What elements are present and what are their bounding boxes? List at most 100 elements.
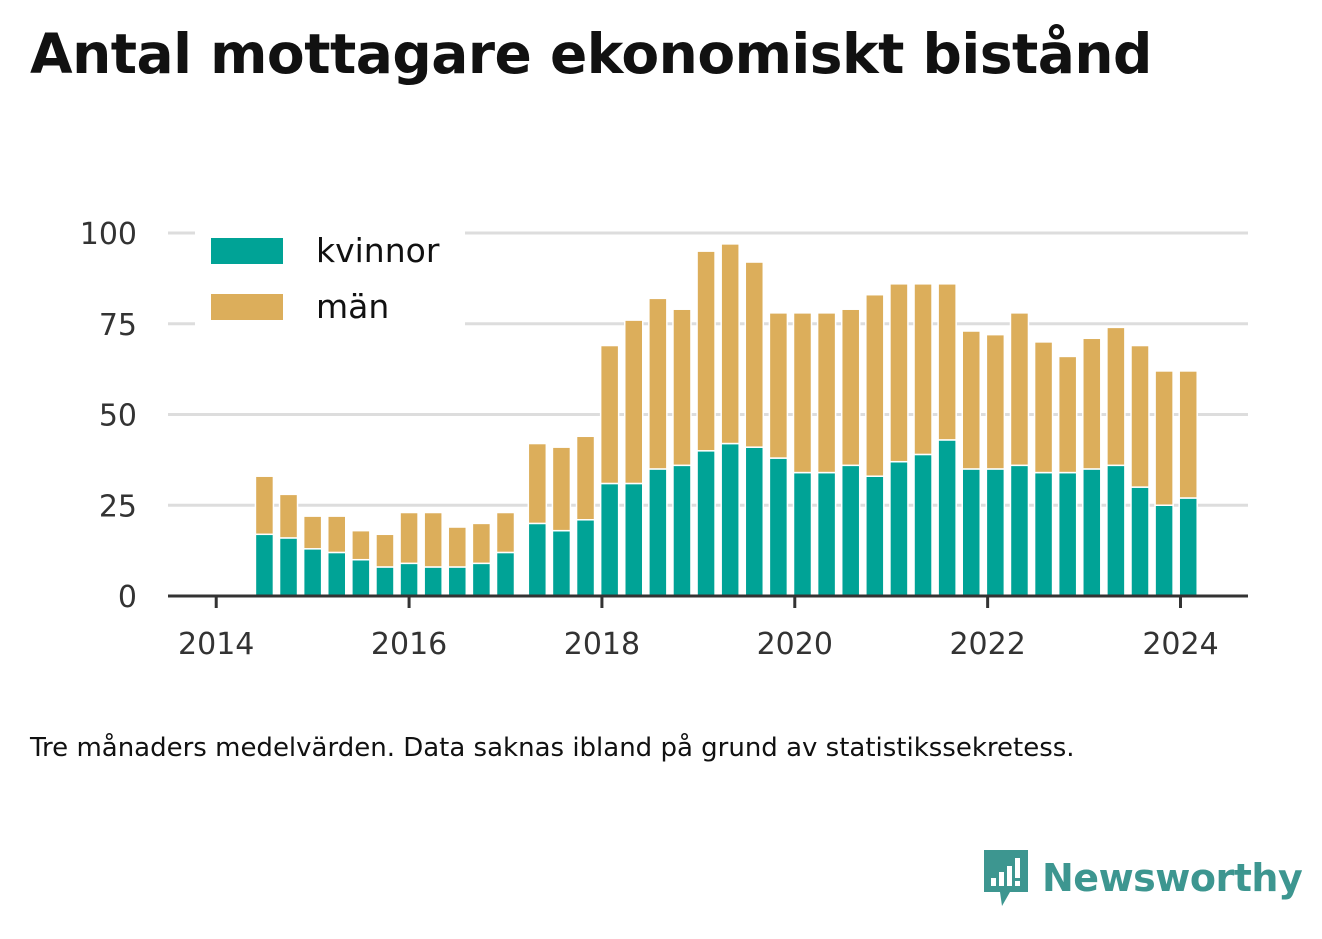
bar-kvinnor — [471, 562, 492, 597]
bar-man — [278, 493, 299, 539]
bar-kvinnor — [1009, 464, 1030, 597]
bars — [254, 243, 1198, 597]
bar-kvinnor — [1033, 471, 1054, 597]
bar-kvinnor — [792, 471, 813, 597]
bar-kvinnor — [744, 446, 765, 597]
y-tick-label: 0 — [118, 580, 137, 615]
bar-man — [792, 312, 813, 474]
legend-label-man: män — [316, 287, 389, 326]
bar-man — [1130, 344, 1150, 488]
bar-man — [865, 293, 885, 477]
bar-man — [327, 515, 347, 554]
bar-man — [399, 511, 419, 565]
bar-man — [1154, 370, 1174, 506]
bar-man — [1009, 312, 1030, 467]
axes: 0 25 50 75 100 2014 2016 2018 2020 2022 2024 — [80, 217, 1248, 662]
bar-man — [816, 312, 837, 474]
bar-kvinnor — [1154, 504, 1174, 597]
bar-man — [1178, 370, 1198, 499]
bar-man — [913, 283, 933, 456]
bar-kvinnor — [495, 551, 516, 597]
bar-kvinnor — [399, 562, 419, 597]
bar-kvinnor — [961, 468, 981, 597]
legend: kvinnor män — [195, 224, 465, 328]
bar-kvinnor — [351, 558, 371, 597]
bar-kvinnor — [720, 442, 740, 597]
bar-man — [1106, 326, 1126, 467]
bar-man — [575, 435, 596, 521]
brand-name: Newsworthy — [1042, 856, 1303, 900]
bar-man — [720, 243, 740, 445]
bar-man — [351, 529, 371, 561]
bar-kvinnor — [423, 566, 443, 597]
x-tick-label: 2014 — [178, 627, 254, 662]
bar-man — [1082, 337, 1102, 470]
bar-kvinnor — [254, 533, 275, 597]
bar-man — [375, 533, 395, 568]
bar-man — [471, 522, 492, 565]
bar-man — [423, 511, 443, 568]
bar-chart-speech-bubble-icon — [984, 850, 1028, 906]
bar-kvinnor — [302, 548, 323, 597]
bar-man — [254, 475, 275, 536]
bar-man — [937, 283, 957, 441]
bar-kvinnor — [840, 464, 861, 597]
bar-man — [1033, 341, 1054, 474]
brand-logo: Newsworthy — [980, 848, 1303, 908]
bar-kvinnor — [1178, 497, 1198, 597]
y-tick-label: 100 — [80, 217, 137, 252]
bar-kvinnor — [1106, 464, 1126, 597]
bar-kvinnor — [551, 529, 572, 597]
y-tick-label: 50 — [99, 399, 137, 434]
bar-kvinnor — [527, 522, 548, 597]
bar-kvinnor — [648, 468, 668, 597]
bar-man — [961, 330, 981, 470]
bar-kvinnor — [599, 482, 620, 597]
bar-man — [551, 446, 572, 532]
bar-kvinnor — [672, 464, 692, 597]
bar-kvinnor — [913, 453, 933, 597]
bar-man — [1057, 355, 1078, 474]
legend-swatch-kvinnor — [211, 238, 283, 264]
chart-title: Antal mottagare ekonomiskt bistånd — [30, 22, 1152, 86]
bar-man — [302, 515, 323, 550]
bar-man — [985, 333, 1006, 470]
bar-kvinnor — [865, 475, 885, 597]
bar-man — [599, 344, 620, 485]
bar-kvinnor — [696, 450, 716, 597]
x-tick-label: 2020 — [757, 627, 833, 662]
bar-man — [527, 442, 548, 525]
x-tick-label: 2024 — [1142, 627, 1218, 662]
bar-man — [889, 283, 909, 463]
bar-kvinnor — [624, 482, 644, 597]
legend-label-kvinnor: kvinnor — [316, 231, 440, 270]
bar-man — [495, 511, 516, 554]
bar-kvinnor — [1082, 468, 1102, 597]
bar-kvinnor — [447, 566, 468, 597]
bar-man — [696, 250, 716, 452]
x-tick-label: 2022 — [949, 627, 1025, 662]
legend-swatch-man — [211, 294, 283, 320]
bar-kvinnor — [278, 537, 299, 597]
bar-kvinnor — [375, 566, 395, 597]
bar-kvinnor — [937, 439, 957, 597]
x-tick-label: 2018 — [564, 627, 640, 662]
bar-man — [648, 297, 668, 470]
bar-kvinnor — [1130, 486, 1150, 597]
bar-kvinnor — [327, 551, 347, 597]
bar-man — [672, 308, 692, 467]
bar-man — [840, 308, 861, 467]
bar-kvinnor — [816, 471, 837, 597]
bar-kvinnor — [1057, 471, 1078, 597]
bar-kvinnor — [985, 468, 1006, 597]
bar-man — [744, 261, 765, 448]
bar-man — [624, 319, 644, 485]
y-tick-label: 75 — [99, 308, 137, 343]
x-tick-label: 2016 — [371, 627, 447, 662]
bar-kvinnor — [575, 519, 596, 597]
footnote: Tre månaders medelvärden. Data saknas ib… — [30, 733, 1075, 763]
y-tick-label: 25 — [99, 489, 137, 524]
bar-man — [447, 526, 468, 568]
bar-kvinnor — [768, 457, 789, 597]
